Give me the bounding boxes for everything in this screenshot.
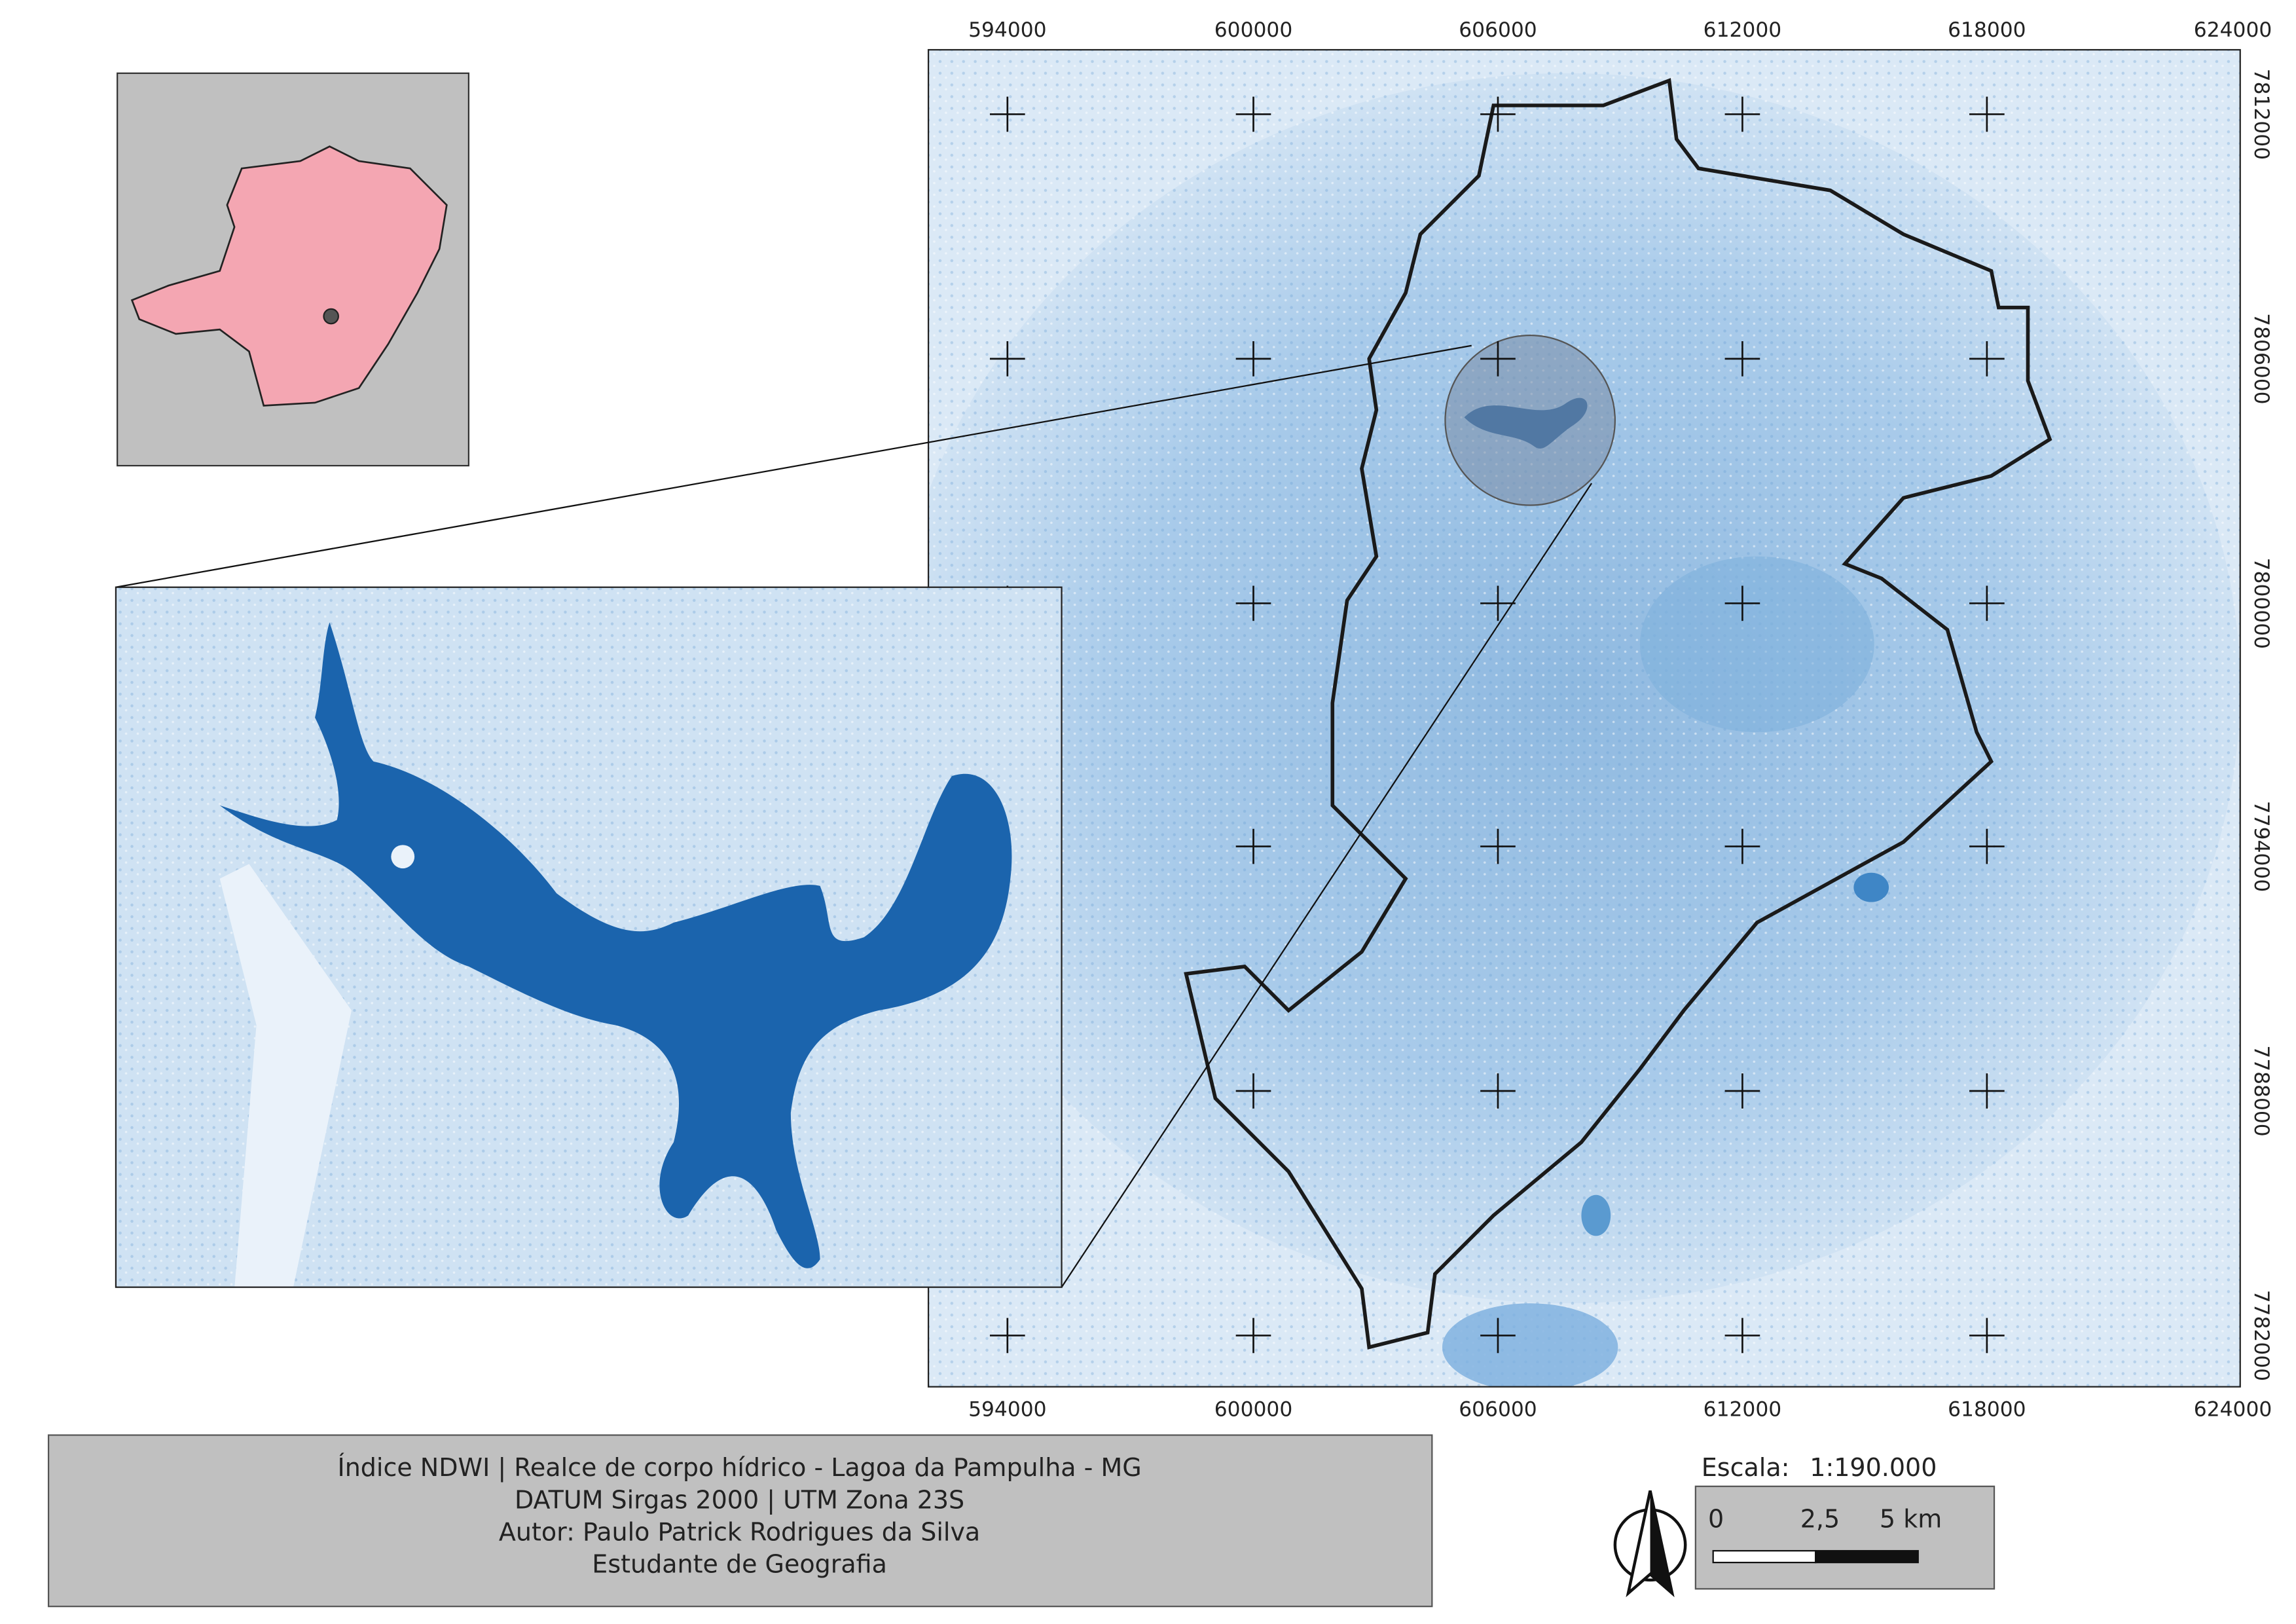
zoom-line: [1061, 483, 1593, 1288]
locator-map: [117, 72, 469, 467]
zoom-line: [115, 344, 1472, 588]
x-coord-label: 606000: [1459, 18, 1537, 42]
y-coord-label: 7812000: [2250, 69, 2273, 160]
scale-label: Escala:: [1702, 1453, 1790, 1482]
x-coord-label: 594000: [968, 1397, 1046, 1421]
x-coord-label: 612000: [1704, 1397, 1781, 1421]
x-coord-label: 618000: [1948, 1397, 2026, 1421]
zoom-circle: [1444, 334, 1616, 506]
north-arrow: [1613, 1490, 1687, 1598]
title-box: [47, 1434, 1433, 1608]
scale-tick-label: 5 km: [1880, 1504, 1942, 1533]
title-text: Índice NDWI | Realce de corpo hídrico - …: [337, 1453, 1141, 1579]
x-coord-label: 618000: [1948, 18, 2026, 42]
title-line: Índice NDWI | Realce de corpo hídrico - …: [337, 1453, 1141, 1483]
x-coord-label: 624000: [2194, 1397, 2272, 1421]
scale-bar: [1712, 1550, 1817, 1564]
x-coord-label: 594000: [968, 18, 1046, 42]
x-coord-label: 624000: [2194, 18, 2272, 42]
y-coord-label: 7794000: [2250, 801, 2273, 892]
title-line: DATUM Sirgas 2000 | UTM Zona 23S: [515, 1485, 964, 1515]
x-coord-label: 612000: [1704, 18, 1781, 42]
x-coord-label: 600000: [1214, 1397, 1292, 1421]
y-coord-label: 7800000: [2250, 558, 2273, 649]
scale-bar: [1815, 1550, 1919, 1564]
title-line: Estudante de Geografia: [592, 1550, 887, 1579]
scale-ticks: 0 2,5 5 km: [1708, 1504, 1942, 1533]
x-coord-label: 606000: [1459, 1397, 1537, 1421]
y-coord-label: 7788000: [2250, 1045, 2273, 1136]
y-coord-label: 7782000: [2250, 1290, 2273, 1381]
scale-box: [1694, 1485, 1995, 1590]
scale-tick-label: 0: [1708, 1504, 1724, 1533]
scale-tick-label: 2,5: [1800, 1504, 1840, 1533]
x-coord-label: 600000: [1214, 18, 1292, 42]
scale-ratio: 1:190.000: [1810, 1453, 1937, 1482]
title-line: Autor: Paulo Patrick Rodrigues da Silva: [499, 1518, 980, 1547]
main-map: [928, 50, 2240, 1387]
inset-map: [115, 587, 1062, 1287]
y-coord-label: 7806000: [2250, 313, 2273, 404]
inset-frame: [115, 586, 1063, 1288]
grid-layer: 594000 594000 600000 600000 606000 606000 6120…: [968, 18, 2273, 1422]
